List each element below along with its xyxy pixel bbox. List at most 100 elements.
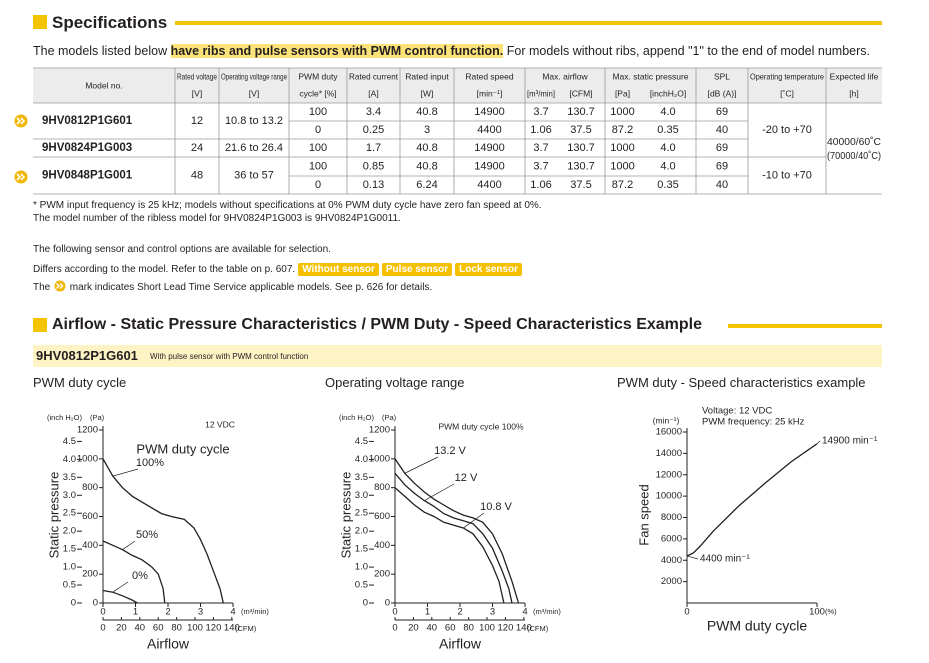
table-cell: 3.4 xyxy=(366,106,381,118)
chart-title: Operating voltage range xyxy=(325,375,465,390)
column-unit: [inchH₂O] xyxy=(650,88,686,98)
leader xyxy=(424,483,455,501)
y-tick-label: 800 xyxy=(374,482,390,493)
y2-units: (inch H₂O) xyxy=(47,413,83,422)
table-cell: 3.7 xyxy=(533,142,548,154)
table-cell: 0.85 xyxy=(363,160,384,172)
x-tick-label: 1 xyxy=(133,607,138,618)
x2-tick-label: 140 xyxy=(516,623,532,634)
x-tick-label: 100 xyxy=(809,607,825,618)
column-unit: [W] xyxy=(421,88,434,98)
leader xyxy=(404,456,439,474)
series-label: 0% xyxy=(132,570,148,582)
x2-tick-label: 40 xyxy=(135,623,146,634)
y-tick-label: 400 xyxy=(82,540,98,551)
curve xyxy=(686,443,818,557)
mark-text: The xyxy=(33,282,51,293)
y-tick-label: 14000 xyxy=(656,448,682,459)
column-header: Rated voltage xyxy=(177,71,217,81)
table-cell: 4400 xyxy=(477,124,501,136)
footnote: The model number of the ribless model fo… xyxy=(33,213,401,224)
column-header: Rated input xyxy=(405,71,449,81)
table-cell: 0 xyxy=(315,124,321,136)
band-model: 9HV0812P1G601 xyxy=(36,348,138,363)
chart-title: PWM duty - Speed characteristics example xyxy=(617,375,866,390)
x-tick-label: 4 xyxy=(522,607,527,618)
series-label: 12 V xyxy=(455,472,478,484)
legend-title: PWM duty cycle xyxy=(136,441,229,456)
table-cell: 40.8 xyxy=(416,106,437,118)
x-axis-title: Airflow xyxy=(439,636,482,652)
column-header: PWM duty xyxy=(298,71,338,81)
table-cell: 37.5 xyxy=(570,179,591,191)
column-header: Expected life xyxy=(830,71,879,81)
table-cell: 69 xyxy=(716,106,728,118)
x-units: (%) xyxy=(825,607,837,616)
table-cell: 1.06 xyxy=(530,179,551,191)
y-units: (Pa) xyxy=(382,413,397,422)
x-tick-label: 2 xyxy=(457,607,462,618)
x2-tick-label: 80 xyxy=(171,623,182,634)
y2-tick-label: 1.0 xyxy=(63,562,76,573)
table-cell: 87.2 xyxy=(612,179,633,191)
x-tick-label: 0 xyxy=(392,607,397,618)
table-cell: 4.0 xyxy=(660,142,675,154)
y-tick-label: 400 xyxy=(374,540,390,551)
leader xyxy=(112,468,139,477)
x-tick-label: 3 xyxy=(490,607,495,618)
table-cell: 1000 xyxy=(610,106,634,118)
x2-tick-label: 20 xyxy=(408,623,419,634)
column-header: Rated speed xyxy=(465,71,513,81)
options-note: The following sensor and control options… xyxy=(33,244,331,255)
column-unit: [˚C] xyxy=(780,88,794,98)
x2-units: (CFM) xyxy=(527,624,549,633)
y2-tick-label: 1.0 xyxy=(355,562,368,573)
table-cell: 24 xyxy=(191,142,203,154)
table-cell: 40000/60˚C xyxy=(827,136,881,148)
y-tick-label: 1200 xyxy=(369,425,390,436)
table-cell: 21.6 to 26.4 xyxy=(225,142,283,154)
y-axis-title: Static pressure xyxy=(338,472,353,559)
x2-tick-label: 0 xyxy=(100,623,105,634)
short-lead-icon xyxy=(14,170,28,184)
series-label: 10.8 V xyxy=(480,501,512,513)
sensor-tag: Pulse sensor xyxy=(381,263,453,276)
curve xyxy=(102,458,224,604)
table-cell: -10 to +70 xyxy=(762,169,812,181)
column-unit: [V] xyxy=(192,88,202,98)
table-cell: 40.8 xyxy=(416,142,437,154)
intro-text: For models without ribs, append "1" to t… xyxy=(503,44,870,58)
x-tick-label: 4 xyxy=(230,607,235,618)
y-tick-label: 600 xyxy=(374,511,390,522)
y2-tick-label: 3.0 xyxy=(63,490,76,501)
y-tick-label: 1000 xyxy=(369,453,390,464)
x-tick-label: 0 xyxy=(684,607,689,618)
x-tick-label: 1 xyxy=(425,607,430,618)
table-cell: 100 xyxy=(309,160,327,172)
table-cell: 3.7 xyxy=(533,106,548,118)
table-cell: 87.2 xyxy=(612,124,633,136)
band-description: With pulse sensor with PWM control funct… xyxy=(150,352,309,361)
x2-tick-label: 40 xyxy=(427,623,438,634)
column-unit: cycle* [%] xyxy=(299,88,336,98)
table-cell: 130.7 xyxy=(567,106,595,118)
x-units: (m³/min) xyxy=(533,607,561,616)
y-tick-label: 0 xyxy=(385,598,390,609)
curve xyxy=(102,589,138,604)
x2-tick-label: 20 xyxy=(116,623,127,634)
y2-tick-label: 2.5 xyxy=(63,508,76,519)
y2-tick-label: 2.0 xyxy=(63,526,76,537)
table-cell: 48 xyxy=(191,169,203,181)
y-tick-label: 1200 xyxy=(77,425,98,436)
mark-text: mark indicates Short Lead Time Service a… xyxy=(69,282,433,293)
y-axis-title: Fan speed xyxy=(636,484,651,545)
y-tick-label: 16000 xyxy=(656,427,682,438)
column-header: Max. static pressure xyxy=(612,71,688,81)
y-tick-label: 200 xyxy=(374,569,390,580)
table-cell: 0.35 xyxy=(657,124,678,136)
series-label: 13.2 V xyxy=(434,445,466,457)
table-cell: 12 xyxy=(191,115,203,127)
section-marker xyxy=(33,318,47,332)
table-cell: 0 xyxy=(315,179,321,191)
